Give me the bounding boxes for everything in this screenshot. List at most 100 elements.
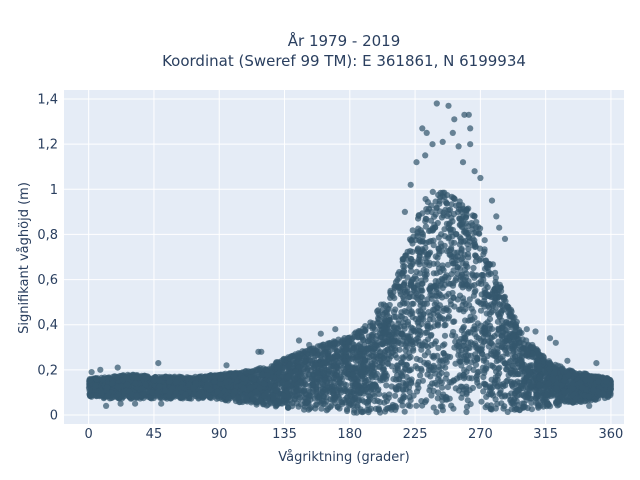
data-point — [439, 362, 446, 369]
data-point — [443, 272, 450, 279]
data-point — [366, 370, 373, 377]
data-point — [377, 409, 384, 416]
data-point — [502, 338, 509, 345]
data-point — [453, 375, 461, 382]
data-point — [424, 344, 432, 351]
data-point — [481, 367, 488, 374]
data-point — [433, 270, 440, 277]
data-point — [511, 395, 518, 402]
data-point — [257, 397, 264, 404]
data-point — [472, 361, 480, 368]
data-point — [457, 306, 464, 313]
data-point — [239, 398, 246, 406]
data-point — [455, 352, 462, 359]
data-point — [407, 263, 414, 270]
data-point — [403, 373, 410, 381]
data-point — [407, 248, 414, 255]
data-point — [473, 218, 480, 226]
data-point — [400, 256, 407, 263]
data-point — [425, 238, 432, 245]
data-point — [422, 223, 429, 230]
data-point — [504, 408, 511, 415]
data-point — [498, 288, 505, 295]
data-point — [480, 276, 487, 283]
data-point — [319, 350, 326, 358]
data-point — [532, 394, 539, 401]
data-point — [441, 332, 449, 339]
data-point — [375, 307, 382, 314]
data-point — [503, 360, 510, 368]
data-point — [207, 373, 214, 380]
data-point — [214, 388, 221, 395]
data-point — [518, 365, 525, 372]
data-point — [240, 385, 247, 392]
data-point — [501, 393, 508, 400]
data-point — [429, 306, 437, 313]
data-point — [519, 382, 526, 389]
data-point — [460, 298, 467, 305]
data-point — [321, 401, 328, 408]
data-point — [372, 374, 379, 381]
data-point — [375, 319, 382, 326]
data-point — [487, 270, 494, 277]
data-point — [418, 365, 425, 372]
data-point — [473, 272, 480, 279]
data-point — [471, 282, 478, 289]
data-point — [401, 408, 408, 415]
data-point — [408, 376, 415, 383]
data-point — [394, 362, 402, 369]
data-point — [406, 402, 414, 410]
data-point — [417, 311, 424, 318]
data-point — [481, 237, 488, 244]
data-point — [499, 353, 506, 360]
data-point — [301, 358, 309, 365]
data-point — [463, 358, 470, 366]
data-point — [314, 343, 321, 350]
data-point — [447, 206, 454, 213]
data-point — [446, 313, 453, 320]
data-point — [458, 247, 465, 254]
data-point — [469, 272, 476, 279]
data-point — [489, 362, 496, 369]
data-point — [470, 308, 477, 315]
data-point — [432, 282, 439, 290]
data-point — [461, 367, 468, 374]
data-point — [326, 339, 333, 347]
data-point — [338, 369, 345, 376]
data-point — [86, 377, 93, 384]
data-point — [397, 301, 404, 308]
data-point — [429, 188, 436, 195]
data-point — [463, 230, 470, 237]
data-point — [252, 366, 259, 374]
data-point — [399, 402, 406, 409]
data-point — [379, 340, 386, 347]
data-point — [494, 318, 501, 325]
data-point — [435, 375, 442, 382]
data-point — [431, 301, 438, 308]
data-point — [428, 331, 435, 339]
data-point — [381, 329, 389, 337]
data-point — [338, 380, 345, 387]
data-point — [276, 364, 283, 371]
data-point — [428, 202, 435, 209]
data-point — [354, 356, 361, 363]
data-point — [508, 362, 516, 370]
data-point — [360, 366, 367, 373]
data-point — [511, 341, 518, 348]
data-point — [419, 238, 426, 245]
data-point — [410, 300, 417, 307]
data-point — [409, 227, 416, 234]
data-point — [463, 408, 470, 416]
data-point — [395, 339, 402, 347]
data-point — [382, 408, 389, 415]
data-point — [443, 305, 450, 312]
data-point — [430, 352, 437, 359]
data-point — [296, 395, 303, 403]
data-point — [430, 237, 437, 244]
data-point — [540, 403, 547, 410]
data-point — [132, 380, 139, 387]
data-point — [349, 340, 356, 347]
data-point — [403, 362, 410, 369]
data-point — [424, 323, 431, 330]
data-point — [268, 363, 275, 370]
